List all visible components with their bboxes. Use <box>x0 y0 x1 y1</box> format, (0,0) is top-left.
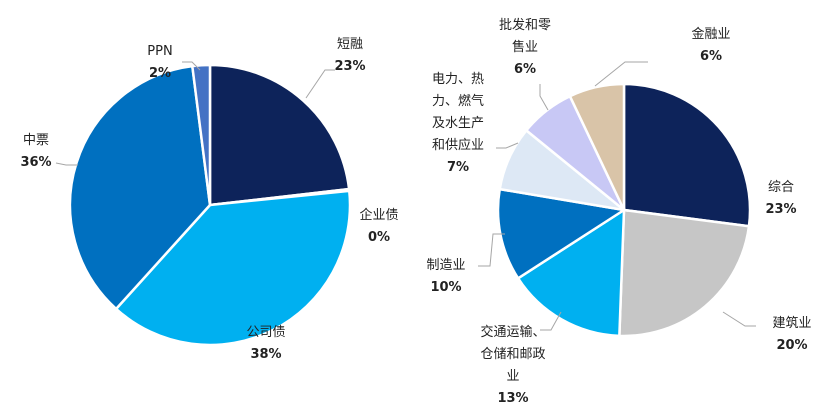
pie1-label-0: 短融 <box>337 37 363 52</box>
pie1-pct-4: 2% <box>149 66 171 81</box>
pie1-pct-1: 0% <box>368 230 390 245</box>
pie1-leader-3 <box>55 162 78 166</box>
pie2-slice-6 <box>568 82 626 211</box>
pie2-label-6: 金融业 <box>691 26 730 42</box>
pie2-leader-3 <box>478 233 505 267</box>
pie2-leader-1 <box>722 311 756 327</box>
pie1-pct-0: 23% <box>334 59 365 74</box>
pie2-label-2: 交通运输、仓储和邮政业 <box>480 324 545 384</box>
pie2-slice-1 <box>618 208 751 338</box>
pie2-pct-1: 20% <box>776 338 807 353</box>
pie1-label-3: 中票 <box>23 133 49 148</box>
pie2-slice-2 <box>516 207 626 338</box>
pie1-leader-0 <box>305 69 335 99</box>
pie1-pct-2: 38% <box>250 347 281 362</box>
pie1-label-4: PPN <box>147 44 172 59</box>
pie1-leader-4 <box>182 61 201 71</box>
pie2-pct-3: 10% <box>430 280 461 295</box>
pie1-slice-2 <box>114 189 352 347</box>
pie2-slice-3 <box>496 187 628 281</box>
pie2-label-5: 批发和零售业 <box>499 17 551 55</box>
pie2-pct-0: 23% <box>765 202 796 217</box>
pie1-slice-0 <box>208 63 351 207</box>
pie1-label-1: 企业债 <box>359 207 398 223</box>
pie2-label-1: 建筑业 <box>772 315 811 331</box>
pie1-label-2: 公司债 <box>246 325 285 340</box>
pie2-leader-5 <box>539 84 549 111</box>
pie2-leader-6 <box>594 61 648 87</box>
pie2-pct-2: 13% <box>497 391 528 406</box>
pie1-slice-4 <box>190 63 212 206</box>
pie2-leader-2 <box>540 311 562 331</box>
pie2-label-4: 电力、热力、燃气及水生产和供应业 <box>432 72 484 153</box>
pie1-slice-3 <box>68 64 212 311</box>
pie2-slice-0 <box>622 82 752 228</box>
pie2-label-3: 制造业 <box>426 258 465 273</box>
pie2-pct-6: 6% <box>700 49 722 64</box>
pie2-label-0: 综合 <box>768 180 794 195</box>
pie1-pct-3: 36% <box>20 155 51 170</box>
pie2-pct-5: 6% <box>514 62 536 77</box>
pie2-pct-4: 7% <box>447 160 469 175</box>
pie2-leader-4 <box>496 142 519 149</box>
